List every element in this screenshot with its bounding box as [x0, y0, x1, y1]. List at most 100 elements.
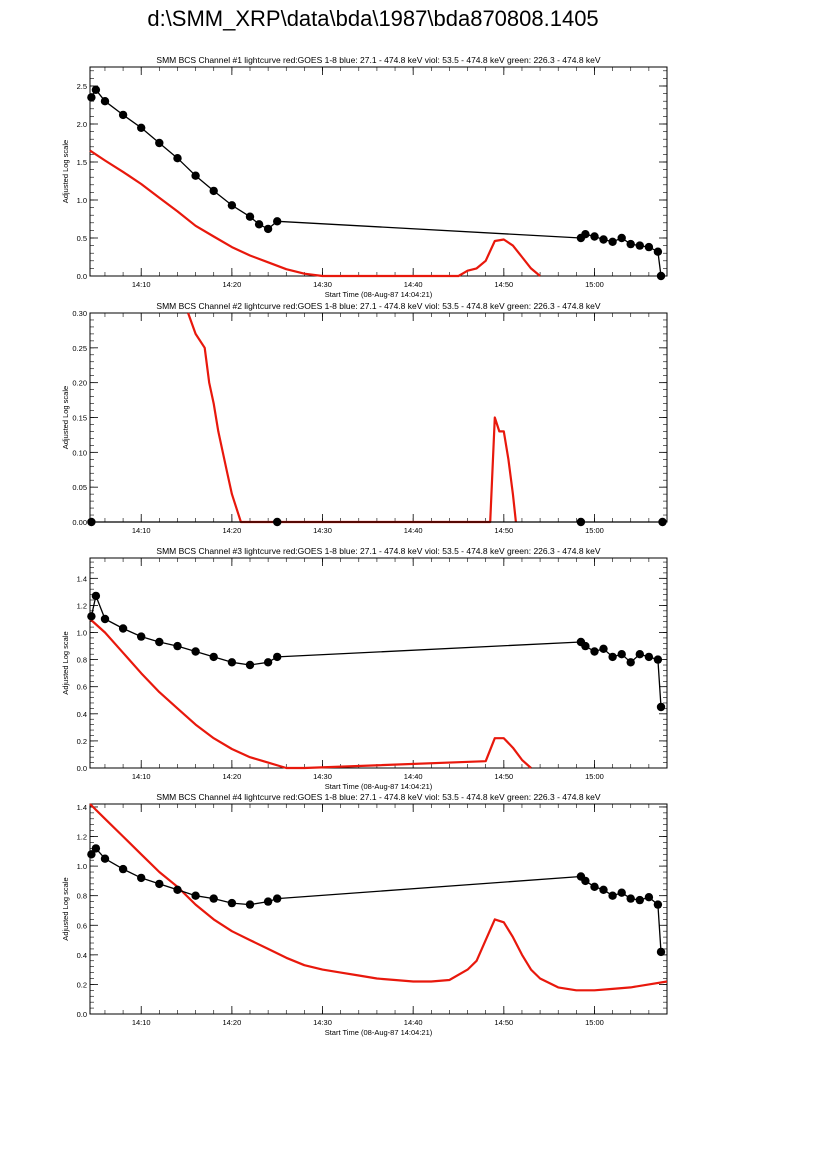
- bcs-data-point: [245, 212, 255, 221]
- goes-series-line: [89, 803, 668, 992]
- bcs-data-point: [87, 93, 96, 102]
- y-tick-label: 0.05: [72, 483, 87, 492]
- bcs-data-point: [617, 233, 626, 243]
- x-tick-label: 14:50: [494, 1018, 513, 1027]
- y-tick-label: 1.2: [77, 833, 87, 842]
- bcs-data-point: [155, 637, 164, 647]
- y-tick-label: 1.2: [77, 601, 87, 610]
- x-axis-label: Start Time (08-Aug-87 14:04:21): [325, 782, 433, 791]
- x-tick-label: 14:30: [313, 280, 332, 289]
- x-tick-label: 14:20: [222, 280, 241, 289]
- bcs-data-point: [209, 186, 218, 196]
- bcs-data-point: [137, 873, 146, 883]
- bcs-data-point: [273, 517, 282, 527]
- y-axis-label: Adjusted Log scale: [61, 140, 70, 203]
- x-tick-label: 14:40: [404, 526, 423, 535]
- bcs-data-point: [263, 658, 273, 667]
- y-tick-label: 0.4: [77, 951, 87, 960]
- bcs-data-point: [626, 658, 635, 667]
- x-tick-label: 15:00: [585, 772, 604, 781]
- x-tick-label: 14:10: [132, 526, 151, 535]
- bcs-data-point: [273, 217, 282, 226]
- chart-title: SMM BCS Channel #1 lightcurve red:GOES 1…: [156, 55, 600, 65]
- y-tick-label: 0.0: [77, 1010, 87, 1019]
- bcs-data-point: [273, 894, 282, 903]
- bcs-data-point: [658, 517, 667, 527]
- bcs-data-point: [656, 947, 666, 957]
- x-tick-label: 14:40: [404, 772, 423, 781]
- bcs-data-point: [227, 201, 237, 210]
- bcs-data-point: [100, 614, 110, 624]
- y-tick-label: 0.6: [77, 683, 87, 692]
- bcs-data-point: [653, 655, 663, 664]
- bcs-data-point: [191, 171, 200, 180]
- bcs-data-point: [599, 644, 608, 653]
- bcs-data-point: [118, 864, 128, 874]
- bcs-data-point: [599, 235, 608, 244]
- bcs-data-point: [576, 517, 586, 527]
- plot-frame: [89, 557, 668, 769]
- bcs-data-point: [635, 650, 644, 659]
- bcs-data-point: [173, 641, 182, 651]
- goes-series-line: [89, 618, 532, 770]
- x-tick-label: 14:10: [132, 280, 151, 289]
- page-title: d:\SMM_XRP\data\bda\1987\bda870808.1405: [147, 6, 599, 31]
- bcs-data-point: [581, 876, 590, 886]
- bcs-data-point: [653, 247, 663, 256]
- bcs-data-point: [173, 885, 182, 894]
- plot-frame: [89, 66, 668, 277]
- y-tick-label: 0.30: [72, 309, 87, 318]
- y-tick-label: 1.0: [77, 862, 87, 871]
- chart-panel-4: SMM BCS Channel #4 lightcurve red:GOES 1…: [61, 792, 668, 1037]
- bcs-data-point: [91, 591, 101, 601]
- bcs-data-point: [644, 242, 654, 252]
- y-tick-label: 0.8: [77, 656, 87, 665]
- y-tick-label: 0.20: [72, 379, 87, 388]
- y-tick-label: 0.10: [72, 448, 87, 457]
- y-tick-label: 0.2: [77, 737, 87, 746]
- x-tick-label: 14:20: [222, 772, 241, 781]
- bcs-data-point: [644, 893, 654, 902]
- y-tick-label: 0.2: [77, 980, 87, 989]
- x-tick-label: 14:40: [404, 1018, 423, 1027]
- bcs-data-point: [91, 85, 101, 95]
- bcs-data-point: [263, 224, 273, 234]
- x-axis-label: Start Time (08-Aug-87 14:04:21): [325, 1028, 433, 1037]
- bcs-data-point: [137, 632, 146, 641]
- x-tick-label: 14:10: [132, 1018, 151, 1027]
- bcs-data-point: [227, 658, 237, 667]
- y-tick-label: 0.4: [77, 710, 87, 719]
- bcs-data-point: [209, 894, 218, 903]
- bcs-data-point: [608, 237, 617, 246]
- y-tick-label: 1.4: [77, 803, 87, 812]
- bcs-data-point: [653, 900, 663, 909]
- bcs-data-point: [626, 894, 635, 903]
- bcs-data-point: [245, 900, 255, 909]
- chart-title: SMM BCS Channel #3 lightcurve red:GOES 1…: [156, 546, 600, 556]
- chart-panel-1: SMM BCS Channel #1 lightcurve red:GOES 1…: [61, 55, 668, 299]
- bcs-data-point: [191, 891, 200, 900]
- x-tick-label: 14:50: [494, 526, 513, 535]
- y-axis-label: Adjusted Log scale: [61, 631, 70, 694]
- bcs-data-point: [87, 517, 96, 527]
- bcs-data-point: [656, 702, 666, 712]
- y-tick-label: 2.0: [77, 120, 87, 129]
- y-tick-label: 1.0: [77, 196, 87, 205]
- bcs-data-point: [599, 885, 608, 894]
- bcs-data-point: [87, 850, 96, 859]
- bcs-data-point: [273, 652, 282, 662]
- bcs-data-point: [656, 271, 666, 281]
- chart-panel-3: SMM BCS Channel #3 lightcurve red:GOES 1…: [61, 546, 668, 791]
- bcs-series-line: [90, 595, 662, 708]
- bcs-data-point: [137, 123, 146, 132]
- x-tick-label: 14:40: [404, 280, 423, 289]
- x-tick-label: 14:50: [494, 772, 513, 781]
- chart-panel-2: SMM BCS Channel #2 lightcurve red:GOES 1…: [61, 301, 668, 535]
- bcs-data-point: [100, 97, 110, 106]
- bcs-data-point: [581, 641, 590, 651]
- bcs-data-point: [608, 652, 617, 662]
- y-tick-label: 0.00: [72, 518, 87, 527]
- x-tick-label: 15:00: [585, 280, 604, 289]
- bcs-data-point: [581, 230, 590, 239]
